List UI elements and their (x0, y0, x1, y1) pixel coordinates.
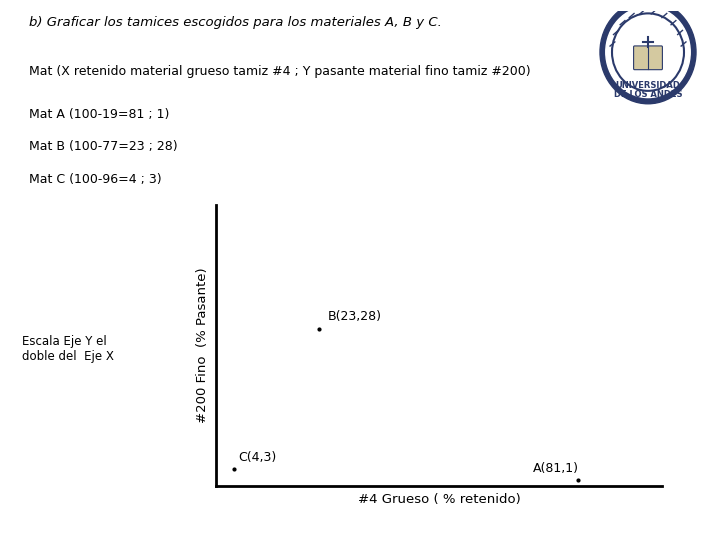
Text: UNIVERSIDAD: UNIVERSIDAD (616, 81, 680, 90)
Y-axis label: #200 Fino  (% Pasante): #200 Fino (% Pasante) (196, 268, 209, 423)
Text: Escala Eje Y el
doble del  Eje X: Escala Eje Y el doble del Eje X (22, 335, 114, 363)
Text: Mat (X retenido material grueso tamiz #4 ; Y pasante material fino tamiz #200): Mat (X retenido material grueso tamiz #4… (29, 65, 531, 78)
Text: DE LOS ANDES: DE LOS ANDES (613, 90, 683, 99)
Text: A(81,1): A(81,1) (533, 462, 579, 475)
Text: Mat A (100-19=81 ; 1): Mat A (100-19=81 ; 1) (29, 108, 169, 121)
Text: Mat C (100-96=4 ; 3): Mat C (100-96=4 ; 3) (29, 173, 161, 186)
Circle shape (600, 1, 696, 104)
Text: b) Graficar los tamices escogidos para los materiales A, B y C.: b) Graficar los tamices escogidos para l… (29, 16, 441, 29)
Text: C(4,3): C(4,3) (238, 451, 276, 464)
FancyBboxPatch shape (634, 46, 662, 70)
Text: Mat B (100-77=23 ; 28): Mat B (100-77=23 ; 28) (29, 140, 177, 153)
X-axis label: #4 Grueso ( % retenido): #4 Grueso ( % retenido) (358, 493, 521, 506)
Circle shape (606, 6, 690, 98)
Text: B(23,28): B(23,28) (328, 310, 382, 323)
